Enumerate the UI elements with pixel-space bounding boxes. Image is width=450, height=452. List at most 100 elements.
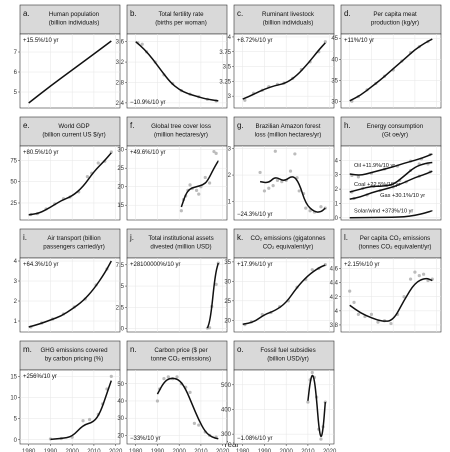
rate-annotation: −10.9%/10 yr <box>130 100 166 106</box>
panel-title-line: production (kg/yr) <box>371 20 419 27</box>
data-point <box>288 169 293 173</box>
plot-area <box>233 369 335 445</box>
x-tick-label: 2000 <box>279 449 293 452</box>
rate-annotation: +256%/10 yr <box>23 374 57 380</box>
data-point <box>389 321 393 326</box>
panel-title-line: passengers carried/yr) <box>43 244 105 251</box>
y-tick-label: 3.6 <box>116 40 125 46</box>
series-label: Coal +22.5%/10 yr <box>354 182 400 188</box>
panel-d: d. Per capita meat production (kg/yr) 30 35 4… <box>331 4 442 109</box>
y-tick-label: 20 <box>117 433 124 439</box>
panel-g: g. Brazilian Amazon forest loss (million h… <box>228 116 335 221</box>
rate-annotation: −1.08%/10 yr <box>237 436 273 442</box>
panel-o: o. Fossil fuel subsidies (billion USD/yr) 3… <box>221 340 337 452</box>
y-tick-label: 45 <box>331 36 338 42</box>
panel-m: m. GHG emissions covered by carbon pricing… <box>10 340 123 452</box>
rate-annotation: +64.3%/10 yr <box>23 262 59 268</box>
y-tick-label: 500 <box>221 383 232 389</box>
data-point <box>308 209 312 213</box>
y-tick-label: 3 <box>228 147 232 153</box>
data-point <box>212 149 216 154</box>
x-tick-label: 2020 <box>109 449 123 452</box>
y-tick-label: 7 <box>14 50 18 56</box>
panel-letter: c. <box>237 9 243 18</box>
data-point <box>310 370 314 375</box>
y-tick-label: 5 <box>14 417 18 423</box>
fit-line <box>206 262 220 329</box>
x-tick-label: 2010 <box>194 449 208 452</box>
data-point <box>166 375 170 379</box>
data-point <box>319 437 323 441</box>
panel-title-line: Per capita CO₂ emissions <box>360 235 431 242</box>
x-tick-label: 1990 <box>258 449 272 452</box>
y-tick-label: 4 <box>335 158 339 164</box>
panel-title-line: (billion individuals) <box>49 20 100 27</box>
fit-line <box>28 40 112 104</box>
fit-line <box>349 153 433 176</box>
rate-annotation: +28100000%/10 yr <box>130 262 181 268</box>
data-point <box>197 423 201 427</box>
y-tick-label: 75 <box>10 158 17 164</box>
data-point <box>310 268 314 272</box>
panel-strip <box>19 228 121 259</box>
panel-title-line: (billion USD/yr) <box>267 356 309 363</box>
data-point <box>258 170 262 175</box>
panel-title-line: (million hectares/yr) <box>154 132 208 139</box>
y-tick-label: 4.6 <box>330 267 339 273</box>
data-point <box>155 399 160 403</box>
data-point <box>422 272 426 276</box>
data-point <box>203 175 207 180</box>
data-point <box>140 42 144 46</box>
panel-letter: i. <box>23 233 27 242</box>
panel-title-line: (billion individuals) <box>263 20 314 27</box>
data-point <box>194 188 199 192</box>
data-point <box>214 151 218 155</box>
panel-title-line: (tonnes CO₂ equivalent/yr) <box>359 244 432 251</box>
panel-l: l. Per capita CO₂ emissions (tonnes CO₂ eq… <box>330 228 442 333</box>
panel-strip <box>233 116 335 147</box>
y-tick-label: 15 <box>117 203 124 209</box>
rate-annotation: −24.3%/10 yr <box>237 212 273 218</box>
data-point <box>323 40 327 44</box>
data-point <box>197 192 201 196</box>
y-tick-label: 3 <box>228 94 232 100</box>
data-point <box>356 312 360 316</box>
panel-strip <box>126 116 228 147</box>
data-point <box>85 175 89 179</box>
x-tick-label: 1980 <box>236 449 250 452</box>
y-tick-label: 30 <box>224 279 231 285</box>
y-tick-label: 40 <box>117 399 124 405</box>
panel-letter: e. <box>23 121 30 130</box>
panel-title-line: Total institutional assets <box>148 235 213 242</box>
y-tick-label: 3.8 <box>330 323 339 329</box>
data-point <box>319 205 323 209</box>
panel-i: i. Air transport (billion passengers carri… <box>14 228 121 333</box>
plot-area <box>19 257 121 333</box>
data-point <box>369 312 374 316</box>
x-tick-label: 2020 <box>216 449 230 452</box>
data-point <box>262 189 267 193</box>
fit-line <box>259 176 326 213</box>
y-tick-label: 15 <box>10 374 17 380</box>
panel-strip <box>340 116 442 147</box>
panel-strip <box>340 4 442 35</box>
data-point <box>162 377 166 381</box>
y-tick-label: 35 <box>331 79 338 85</box>
panel-letter: a. <box>23 9 30 18</box>
data-point <box>208 181 212 185</box>
series-label: Oil +11.9%/10 yr <box>354 163 395 169</box>
y-tick-label: 0 <box>121 327 125 333</box>
data-point <box>417 274 421 278</box>
x-axis-title: Year <box>223 440 240 449</box>
panel-letter: n. <box>130 345 137 354</box>
y-tick-label: 25 <box>10 201 17 207</box>
data-point <box>192 421 196 425</box>
data-point <box>175 375 179 379</box>
panel-letter: b. <box>130 9 137 18</box>
y-tick-label: 3 <box>14 279 18 285</box>
panel-n: n. Carbon price ($ per tonne CO₂ emissions… <box>117 340 230 452</box>
data-point <box>267 186 271 190</box>
x-tick-label: 2000 <box>65 449 79 452</box>
data-point <box>271 184 275 188</box>
